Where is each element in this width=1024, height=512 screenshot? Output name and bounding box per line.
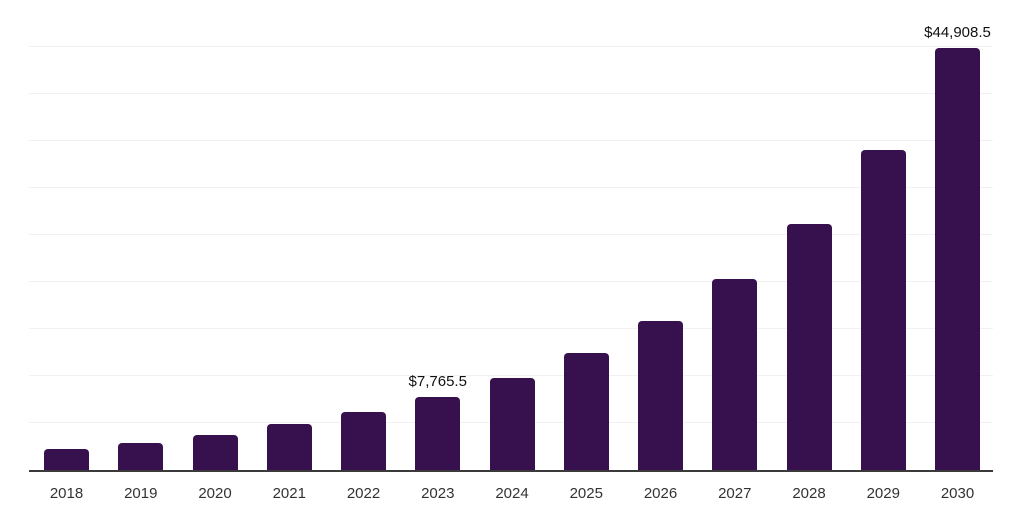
plot-area: $7,765.5 $44,908.5 — [29, 0, 993, 470]
x-tick-2021: 2021 — [272, 485, 306, 502]
x-tick-2018: 2018 — [49, 485, 84, 502]
bar-2026 — [638, 321, 683, 470]
x-tick-2023: 2023 — [421, 485, 455, 502]
bar-2029 — [860, 149, 906, 470]
x-tick-2025: 2025 — [569, 485, 603, 502]
gridline-10000 — [29, 375, 993, 376]
gridline-40000 — [29, 93, 993, 94]
x-tick-2026: 2026 — [643, 485, 678, 502]
gridline-30000 — [29, 187, 993, 188]
bar-2028 — [786, 223, 832, 470]
x-axis-line — [29, 470, 993, 472]
x-tick-2027: 2027 — [718, 485, 752, 502]
bar-2018 — [44, 448, 89, 470]
x-tick-2019: 2019 — [124, 485, 158, 502]
gridline-25000 — [29, 234, 993, 235]
value-label-2030: $44,908.5 — [924, 23, 991, 41]
bar-2022 — [341, 412, 386, 470]
bar-2027 — [712, 279, 758, 470]
x-tick-2030: 2030 — [940, 485, 975, 502]
x-tick-2028: 2028 — [792, 485, 826, 502]
bar-2021 — [266, 423, 312, 470]
bar-2025 — [563, 353, 609, 470]
gridline-20000 — [29, 281, 993, 282]
x-tick-2022: 2022 — [346, 485, 381, 502]
bar-2023 — [415, 397, 461, 470]
bar-2020 — [192, 435, 238, 470]
value-label-2023: $7,765.5 — [408, 373, 467, 391]
x-tick-2024: 2024 — [495, 485, 529, 502]
x-tick-2020: 2020 — [198, 485, 232, 502]
x-tick-2029: 2029 — [866, 485, 900, 502]
gridline-35000 — [29, 140, 993, 141]
gridline-45000 — [29, 46, 993, 47]
gridline-15000 — [29, 328, 993, 329]
bar-2019 — [118, 442, 164, 470]
bar-2024 — [489, 378, 535, 470]
bar-2030 — [935, 47, 980, 470]
